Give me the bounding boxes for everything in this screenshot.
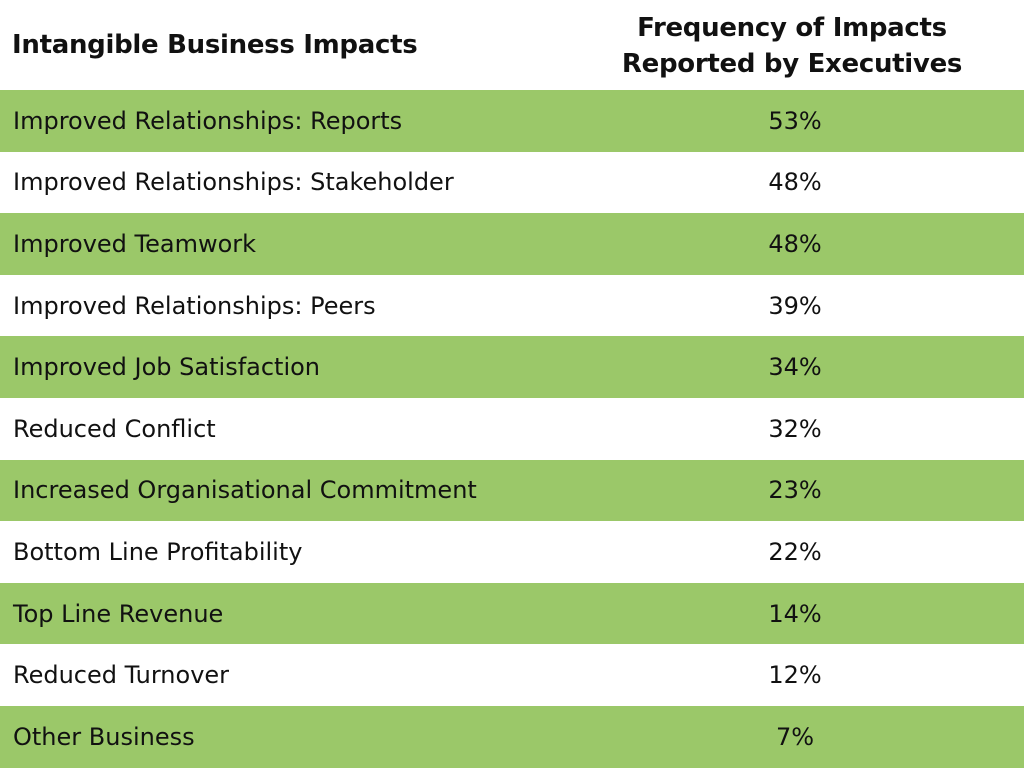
row-value: 23% [768, 476, 822, 505]
row-label: Bottom Line Profitability [13, 537, 303, 566]
row-label: Other Business [13, 722, 195, 751]
table-row: Bottom Line Profitability 22% [0, 521, 1024, 583]
column-header-frequency: Frequency of Impacts Reported by Executi… [580, 10, 1004, 82]
row-label: Reduced Turnover [13, 661, 230, 690]
table-row: Improved Relationships: Peers 39% [0, 274, 1024, 337]
column-header-impacts: Intangible Business Impacts [12, 30, 418, 60]
row-label: Reduced Conflict [13, 414, 216, 443]
row-value: 7% [775, 722, 815, 751]
row-label: Improved Job Satisfaction [13, 353, 321, 382]
table-row: Improved Relationships: Stakeholder 48% [0, 151, 1024, 214]
table-row: Improved Teamwork 48% [0, 213, 1024, 275]
table-row: Reduced Turnover 12% [0, 644, 1024, 706]
row-value: 39% [768, 291, 822, 320]
table-row: Improved Job Satisfaction 34% [0, 336, 1024, 398]
row-label: Improved Teamwork [13, 229, 257, 258]
row-value: 12% [768, 661, 822, 690]
table-row: Increased Organisational Commitment 23% [0, 459, 1024, 522]
row-value: 22% [768, 537, 822, 566]
column-header-frequency-line-2: Reported by Executives [621, 49, 963, 79]
row-label: Increased Organisational Commitment [13, 476, 477, 505]
table-header: Intangible Business Impacts Frequency of… [0, 0, 1024, 90]
row-label: Improved Relationships: Stakeholder [13, 168, 454, 197]
row-label: Improved Relationships: Peers [13, 291, 376, 320]
row-value: 48% [768, 168, 822, 197]
row-value: 48% [768, 229, 822, 258]
table-row: Reduced Conflict 32% [0, 397, 1024, 460]
table-row: Improved Relationships: Reports 53% [0, 90, 1024, 152]
row-label: Top Line Revenue [13, 599, 224, 628]
table-row: Other Business 7% [0, 705, 1024, 768]
row-value: 14% [768, 599, 822, 628]
row-value: 53% [768, 106, 822, 135]
row-value: 32% [768, 414, 822, 443]
table-row: Top Line Revenue 14% [0, 582, 1024, 645]
row-label: Improved Relationships: Reports [13, 106, 403, 135]
table-body: Improved Relationships: Reports 53% Improv… [0, 90, 1024, 768]
row-value: 34% [768, 353, 822, 382]
column-header-frequency-line-1: Frequency of Impacts [637, 13, 947, 43]
